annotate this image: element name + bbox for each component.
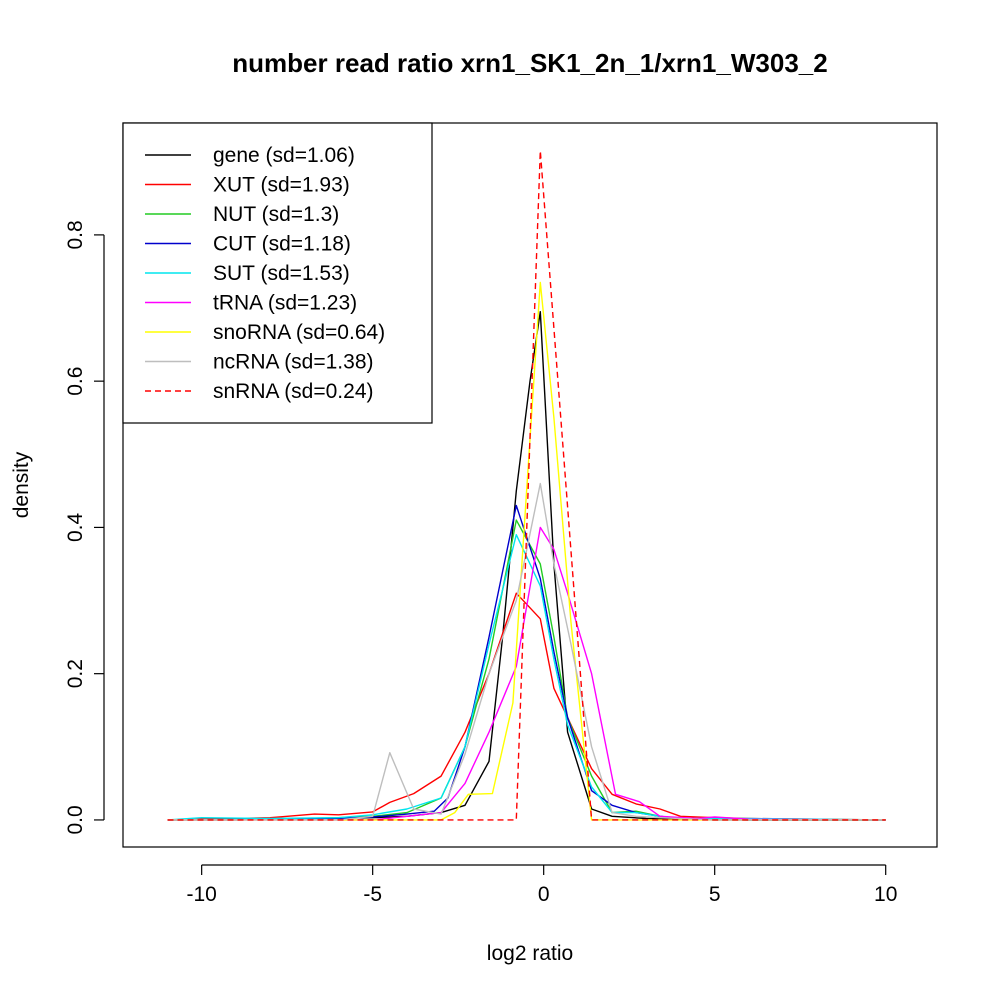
series-lines [167,150,886,821]
legend: gene (sd=1.06) XUT (sd=1.93) NUT (sd=1.3) C… [122,122,433,424]
x-tick-label: -10 [186,883,216,906]
legend-label: ncRNA (sd=1.38) [213,351,374,374]
legend-label: XUT (sd=1.93) [213,174,350,197]
y-tick-label: 0.6 [64,367,87,396]
axes: -10 -5 0 5 10 0.0 0.2 0.4 0.6 0.8 [64,220,897,906]
series-line [167,281,886,821]
x-tick-label: 5 [709,883,721,906]
series-line [167,526,886,821]
x-tick-label: 0 [538,883,550,906]
y-axis-title: density [10,451,33,518]
legend-label: SUT (sd=1.53) [213,262,350,285]
series-line [167,150,886,821]
chart-title: number read ratio xrn1_SK1_2n_1/xrn1_W30… [232,48,827,78]
series-line [167,482,886,821]
legend-label: NUT (sd=1.3) [213,203,339,226]
y-tick-label: 0.4 [64,513,87,543]
y-tick-label: 0.8 [64,220,87,249]
x-tick-label: 10 [874,883,897,906]
legend-label: snRNA (sd=0.24) [213,380,374,403]
y-tick-label: 0.2 [64,659,87,688]
series-line [167,519,886,821]
legend-label: CUT (sd=1.18) [213,233,351,256]
x-axis-title: log2 ratio [487,942,573,965]
legend-label: tRNA (sd=1.23) [213,292,357,315]
series-line [167,534,886,821]
plot-area-border [122,122,938,848]
series-line [167,592,886,821]
legend-label: gene (sd=1.06) [213,144,355,167]
y-tick-label: 0.0 [64,805,87,834]
x-tick-label: -5 [363,883,382,906]
legend-label: snoRNA (sd=0.64) [213,321,385,344]
